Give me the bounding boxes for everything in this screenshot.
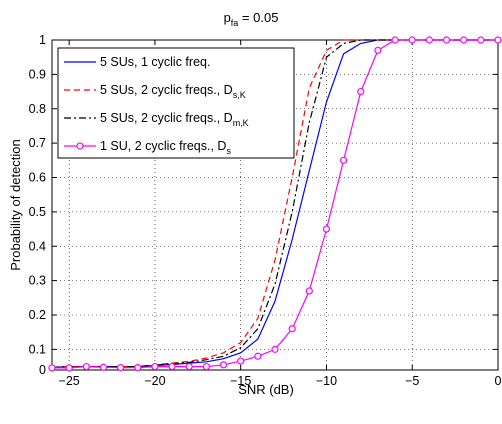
x-tick-label: −25: [59, 374, 80, 388]
legend: 5 SUs, 1 cyclic freq. 5 SUs, 2 cyclic fre…: [57, 47, 295, 159]
series-point-4: [442, 36, 451, 44]
chart-title: pfa = 0.05: [224, 10, 279, 28]
axis-ticks: −25 −20 −15 −10 −5 0 0.1 0.2 0.3 0.4 0.5 0.6 0.7 0.8 0…: [29, 33, 502, 388]
y-tick-label: 0.1: [29, 342, 46, 356]
series-point-4: [477, 36, 485, 44]
y-tick-label: 0.2: [29, 308, 46, 322]
series-point-4: [185, 362, 193, 371]
legend-label: 5 SUs, 2 cyclic freqs., Dm,K: [100, 111, 249, 128]
series-point-4: [322, 225, 331, 233]
x-tick-label: −10: [316, 374, 337, 388]
series-point-4: [374, 46, 382, 54]
x-tick-label: −5: [405, 374, 419, 388]
series-point-4: [425, 36, 433, 44]
x-tick-label: −15: [230, 374, 251, 388]
series-point-4: [134, 363, 142, 372]
legend-marker: [76, 142, 84, 150]
series-point-4: [151, 362, 159, 371]
series-point-4: [305, 287, 313, 295]
legend-label: 1 SU, 2 cyclic freqs., Ds: [100, 139, 231, 156]
x-tick-label: −20: [144, 374, 165, 388]
y-tick-label: 1: [39, 33, 46, 47]
y-tick-label: 0.9: [29, 67, 46, 81]
series-point-4: [99, 363, 108, 371]
y-tick-label: 0.6: [29, 171, 46, 185]
series-point-4: [65, 364, 73, 372]
legend-box: [57, 47, 295, 159]
y-tick-label: 0.5: [29, 205, 46, 219]
series-point-4: [460, 36, 468, 44]
y-axis-label: Probability of detection: [8, 139, 23, 271]
series-point-4: [494, 36, 502, 44]
series-point-4: [271, 345, 279, 353]
series-point-4: [340, 156, 348, 164]
series-group: [48, 36, 502, 372]
series-point-4: [254, 352, 262, 360]
legend-label: 5 SUs, 2 cyclic freqs., Ds,K: [100, 83, 246, 100]
x-axis-label: SNR (dB): [238, 382, 294, 397]
series-point-4: [168, 362, 176, 371]
series-point-4: [391, 36, 399, 44]
series-point-4: [202, 362, 210, 371]
series-point-4: [48, 364, 56, 372]
legend-label: 5 SUs, 1 cyclic freq.: [100, 55, 210, 69]
series-point-4: [219, 361, 228, 369]
plot-area: [51, 39, 499, 371]
y-tick-label: 0: [39, 363, 46, 377]
series-point-4: [288, 325, 296, 333]
y-tick-label: 0.4: [29, 239, 46, 253]
series-point-4: [237, 357, 245, 365]
y-tick-label: 0.3: [29, 274, 46, 288]
series-point-4: [117, 363, 125, 372]
series-point-4: [82, 362, 90, 371]
y-tick-label: 0.8: [29, 102, 46, 116]
x-tick-label: 0: [495, 374, 502, 388]
y-tick-label: 0.7: [29, 136, 46, 150]
series-point-4: [408, 36, 416, 44]
series-point-4: [357, 87, 365, 96]
